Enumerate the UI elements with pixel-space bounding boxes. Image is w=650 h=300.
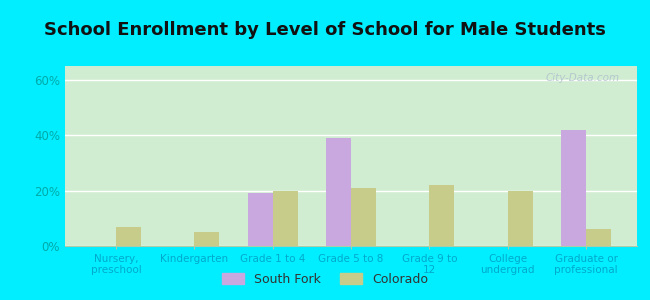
Legend: South Fork, Colorado: South Fork, Colorado bbox=[216, 268, 434, 291]
Text: School Enrollment by Level of School for Male Students: School Enrollment by Level of School for… bbox=[44, 21, 606, 39]
Bar bbox=[430, 185, 454, 246]
Bar bbox=[116, 226, 141, 246]
Bar bbox=[351, 188, 376, 246]
Bar bbox=[508, 190, 533, 246]
Bar bbox=[561, 130, 586, 246]
Bar bbox=[194, 232, 219, 246]
Bar bbox=[586, 230, 611, 246]
Bar bbox=[272, 190, 298, 246]
Bar bbox=[326, 138, 351, 246]
Text: City-Data.com: City-Data.com bbox=[546, 73, 620, 83]
Bar bbox=[248, 194, 272, 246]
